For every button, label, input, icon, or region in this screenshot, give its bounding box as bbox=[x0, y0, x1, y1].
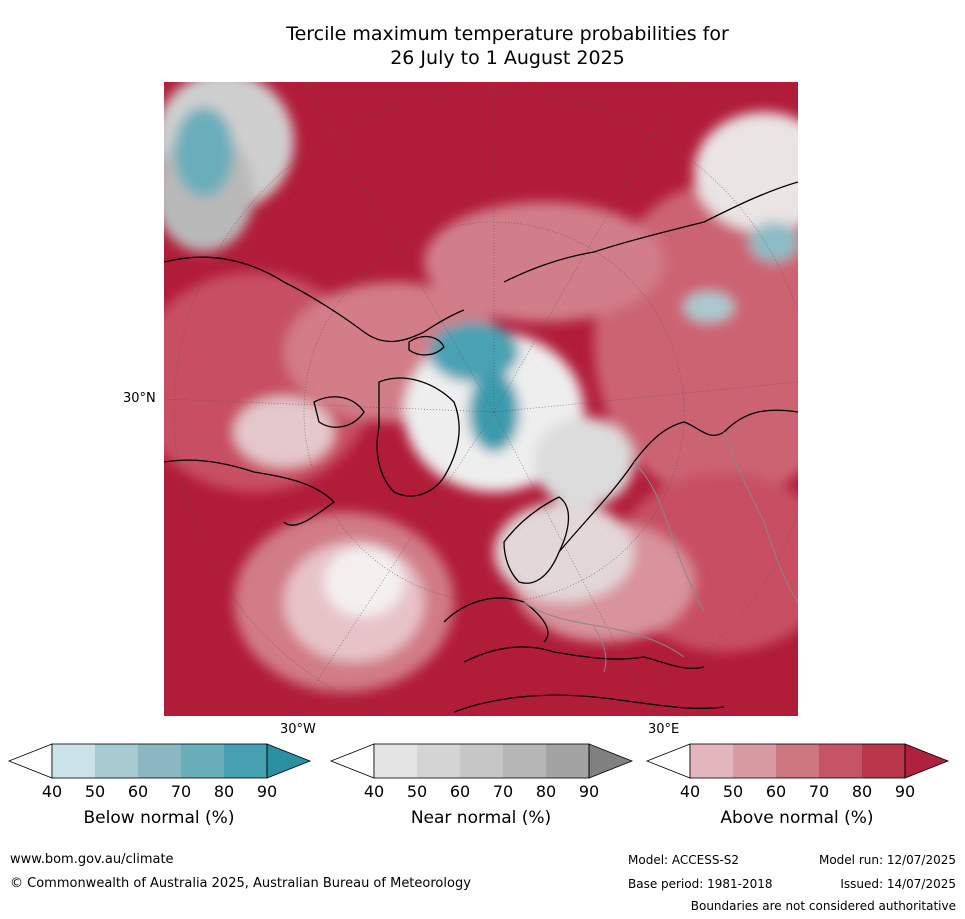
footer-model-run: Model run: 12/07/2025 bbox=[818, 853, 956, 867]
tick-label: 70 bbox=[808, 782, 830, 801]
tick-label: 50 bbox=[722, 782, 744, 801]
legend-above-ticks: 40 50 60 70 80 90 bbox=[647, 782, 947, 801]
borders bbox=[523, 431, 798, 673]
colorbar-segment bbox=[733, 744, 776, 778]
colorbar-segment bbox=[52, 744, 95, 778]
title-line-1: Tercile maximum temperature probabilitie… bbox=[286, 23, 729, 45]
lon-30e-label: 30°E bbox=[648, 722, 680, 737]
colorbar-frame bbox=[373, 743, 590, 779]
colorbar-segment bbox=[181, 744, 224, 778]
footer-copyright: © Commonwealth of Australia 2025, Austra… bbox=[10, 876, 471, 891]
lat-30n-label: 30°N bbox=[123, 391, 156, 406]
footer-disclaimer: Boundaries are not considered authoritat… bbox=[690, 899, 956, 913]
tick-label: 90 bbox=[894, 782, 916, 801]
chart-title: Tercile maximum temperature probabilitie… bbox=[0, 22, 965, 70]
colorbar-segment bbox=[862, 744, 905, 778]
tick-label: 40 bbox=[363, 782, 385, 801]
colorbar-frame bbox=[51, 743, 268, 779]
tick-label: 90 bbox=[578, 782, 600, 801]
footer-url: www.bom.gov.au/climate bbox=[10, 852, 174, 867]
colorbar-segment bbox=[224, 744, 267, 778]
map-svg bbox=[164, 82, 798, 716]
lon-30w-label: 30°W bbox=[280, 722, 316, 737]
tick-label: 70 bbox=[170, 782, 192, 801]
tick-label: 80 bbox=[535, 782, 557, 801]
colorbar-segment bbox=[776, 744, 819, 778]
colorbar-near bbox=[329, 743, 634, 779]
tick-label: 40 bbox=[679, 782, 701, 801]
tick-label: 80 bbox=[213, 782, 235, 801]
footer-base-period: Base period: 1981-2018 bbox=[628, 877, 773, 891]
probability-map bbox=[164, 82, 798, 716]
colorbar-segment bbox=[417, 744, 460, 778]
colorbar-extend-max bbox=[266, 743, 312, 779]
footer-issued: Issued: 14/07/2025 bbox=[840, 877, 956, 891]
colorbar-segment bbox=[503, 744, 546, 778]
tick-label: 50 bbox=[406, 782, 428, 801]
legend-near-title: Near normal (%) bbox=[410, 808, 552, 828]
tick-label: 60 bbox=[127, 782, 149, 801]
graticule bbox=[164, 82, 798, 716]
legend-below-title: Below normal (%) bbox=[83, 808, 235, 828]
tick-label: 60 bbox=[765, 782, 787, 801]
legend-near-normal: 40 50 60 70 80 90 Near normal (%) bbox=[329, 743, 634, 834]
colorbar-segment bbox=[546, 744, 589, 778]
colorbar-extend-min bbox=[645, 743, 691, 779]
colorbar-below bbox=[7, 743, 312, 779]
colorbar-extend-min bbox=[329, 743, 375, 779]
tick-label: 80 bbox=[851, 782, 873, 801]
colorbar-above bbox=[645, 743, 950, 779]
colorbar-segment bbox=[138, 744, 181, 778]
title-line-2: 26 July to 1 August 2025 bbox=[390, 47, 625, 69]
legend-below-normal: 40 50 60 70 80 90 Below normal (%) bbox=[7, 743, 312, 834]
tick-label: 90 bbox=[256, 782, 278, 801]
colorbar-segment bbox=[819, 744, 862, 778]
legend-below-ticks: 40 50 60 70 80 90 bbox=[9, 782, 309, 801]
tick-label: 40 bbox=[41, 782, 63, 801]
coastlines bbox=[164, 181, 798, 713]
colorbar-segment bbox=[95, 744, 138, 778]
footer-model: Model: ACCESS-S2 bbox=[628, 853, 740, 867]
tick-label: 50 bbox=[84, 782, 106, 801]
colorbar-segment bbox=[690, 744, 733, 778]
colorbar-segment bbox=[374, 744, 417, 778]
tick-label: 70 bbox=[492, 782, 514, 801]
colorbar-extend-max bbox=[588, 743, 634, 779]
legend-above-title: Above normal (%) bbox=[720, 808, 874, 828]
colorbar-segment bbox=[460, 744, 503, 778]
legend-near-ticks: 40 50 60 70 80 90 bbox=[331, 782, 631, 801]
tick-label: 60 bbox=[449, 782, 471, 801]
colorbar-extend-max bbox=[904, 743, 950, 779]
colorbar-extend-min bbox=[7, 743, 53, 779]
legend-above-normal: 40 50 60 70 80 90 Above normal (%) bbox=[645, 743, 950, 834]
colorbar-frame bbox=[689, 743, 906, 779]
